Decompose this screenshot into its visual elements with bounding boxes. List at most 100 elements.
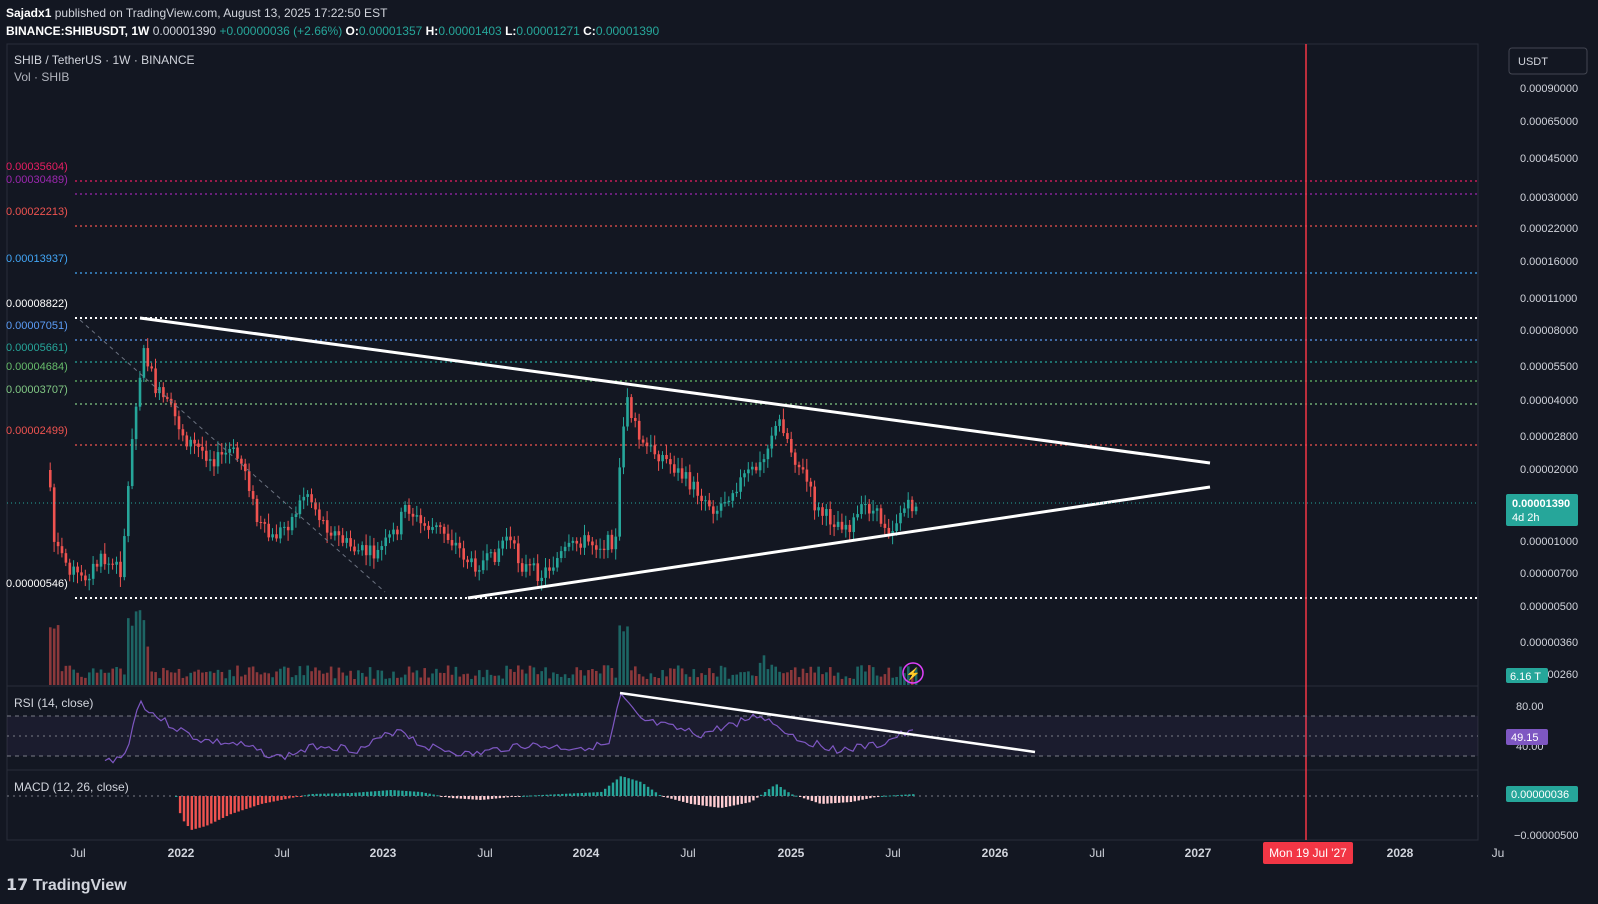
macd-bar [338,793,342,796]
tradingview-logo[interactable]: 𝟭𝟳 TradingView [6,875,127,895]
candle-body [84,575,87,581]
level-label: 0.00000546) [6,578,68,590]
candle-body [832,524,836,527]
candle-body [626,397,629,427]
candle-body [322,520,325,522]
candle-body [630,397,633,419]
lightning-icon[interactable] [902,662,924,684]
candle-body [708,500,711,507]
candle-body [294,514,298,517]
macd-bar [256,796,260,806]
volume-bar [657,678,660,685]
level-label: 0.00003707) [6,384,68,396]
macd-bar [561,793,564,796]
volume-bar [860,665,863,685]
volume-bar [419,677,423,685]
macd-bar [709,796,712,807]
macd-bar [233,796,236,813]
candle-body [618,467,621,537]
candle-body [119,561,122,578]
volume-bar [52,628,56,685]
macd-bar [206,796,209,826]
volume-bar [891,677,894,685]
candle-body [162,387,165,398]
candle-body [431,527,434,530]
macd-bar [783,789,786,796]
candle-body [310,494,313,503]
candle-body [111,563,114,565]
countdown-label: 4d 2h [1512,512,1540,524]
candle-body [595,545,598,550]
macd-bar [268,796,271,803]
volume-bar [778,671,781,685]
macd-bar [370,791,373,796]
volume-bar [840,678,844,685]
fib-levels: 0.00035604)0.00030489) 0.00022213) 0.00013… [6,161,1478,599]
lower-trendline[interactable] [467,485,1211,600]
candle-body [704,500,707,502]
volume-bar [899,666,902,685]
candle-body [637,420,641,440]
macd-bar [214,796,217,822]
candle-body [821,507,824,516]
price-tick: 0.00000360 [1520,637,1578,649]
legend-title: SHIB / TetherUS · 1W · BINANCE [14,53,195,67]
candle-body [793,452,797,465]
candle-body [797,464,801,468]
volume-bar [583,675,586,685]
volume-bar [587,670,590,685]
volume-bar [95,672,99,685]
currency-button[interactable] [1508,47,1588,75]
macd-bar [697,796,700,806]
volume-bar [345,675,348,685]
candle-body [680,468,684,479]
volume-bar [723,667,727,685]
candle-body [446,533,450,541]
macd-bar [385,790,388,796]
candle-body [134,406,138,440]
price-tick: 0.00022000 [1520,223,1578,235]
candle-body [49,470,52,488]
macd-bar [650,789,654,796]
rsi-trendline[interactable] [619,691,1036,754]
time-tick: Jul [477,846,492,860]
rsi-value-badge [1506,729,1548,745]
macd-bar [436,795,439,797]
volume-bar [119,668,122,685]
macd-bar [588,792,591,796]
macd-bar [841,796,845,803]
upper-trendline[interactable] [139,316,1211,465]
volume-bar [189,672,192,685]
volume-bar [388,678,391,685]
volume-bar [809,666,813,685]
candle-body [544,567,547,578]
price-axis[interactable]: 0.00090000 0.00065000 0.00045000 0.00030000… [1520,83,1578,681]
volume-bar [236,665,239,685]
volume-bar [407,666,411,685]
volume-bar [439,672,442,685]
volume-bar [72,669,75,685]
close-value: 0.00001390 [595,24,660,38]
author-name[interactable]: Sajadx1 [6,6,52,20]
macd-bar [732,796,736,806]
candle-body [817,507,820,511]
volume-bar [372,678,376,685]
candle-body [887,527,891,534]
candle-body [333,531,337,536]
candle-body [801,467,805,470]
volume-bar [279,668,282,685]
time-axis[interactable]: Jul 2022 Jul 2023 Jul 2024 Jul 2025 Jul 2026 Jul 20… [70,842,1504,864]
volume-bar [111,668,114,685]
level-label: 0.00013937) [6,253,68,265]
volume-bar [173,672,177,685]
candle-body [524,564,528,572]
volume-bar [684,674,688,685]
candle-body [364,545,368,556]
candle-body [197,443,200,447]
price-tick: 0.00004000 [1520,395,1578,407]
candle-body [263,522,267,524]
volume-bar [158,678,161,685]
macd-bar [490,796,494,799]
macd-bar [607,785,611,796]
